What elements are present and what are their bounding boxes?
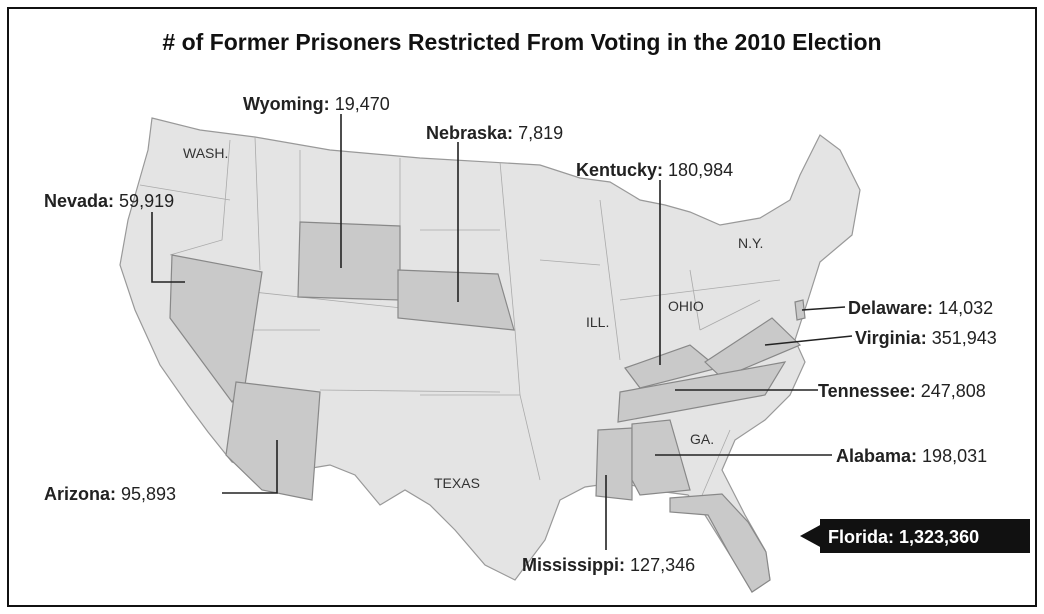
callout-name: Nevada: <box>44 191 114 211</box>
callout-value: 14,032 <box>938 298 993 318</box>
callout: Mississippi: 127,346 <box>522 555 695 575</box>
callout: Nevada: 59,919 <box>44 191 174 211</box>
callout-value: 19,470 <box>335 94 390 114</box>
callout-value: 1,323,360 <box>899 527 979 547</box>
leader <box>222 440 278 494</box>
callout: Florida: 1,323,360 <box>828 527 979 547</box>
callout-name: Arizona: <box>44 484 116 504</box>
callout-name: Nebraska: <box>426 123 513 143</box>
florida <box>669 493 771 593</box>
callout: Wyoming: 19,470 <box>243 94 390 114</box>
callout-value: 247,808 <box>921 381 986 401</box>
tennessee <box>617 361 787 423</box>
callout: Alabama: 198,031 <box>836 446 987 466</box>
callout: Arizona: 95,893 <box>44 484 176 504</box>
callout-name: Delaware: <box>848 298 933 318</box>
wyoming <box>297 221 401 301</box>
callout-name: Virginia: <box>855 328 927 348</box>
leader <box>764 335 853 346</box>
state-labels: WASH. N.Y. OHIO ILL. TEXAS GA. <box>183 145 763 491</box>
state-label: ILL. <box>586 314 609 330</box>
callout: Delaware: 14,032 <box>848 298 993 318</box>
callout-value: 59,919 <box>119 191 174 211</box>
callout-name: Mississippi: <box>522 555 625 575</box>
arizona <box>225 381 321 501</box>
leader-lines <box>151 114 853 550</box>
us-map <box>119 117 861 593</box>
delaware <box>794 299 806 321</box>
florida-pointer <box>800 524 822 548</box>
callout-value: 7,819 <box>518 123 563 143</box>
callout: Virginia: 351,943 <box>855 328 997 348</box>
leader <box>151 212 185 283</box>
nebraska <box>397 269 515 331</box>
leader <box>801 306 846 311</box>
callout-name: Tennessee: <box>818 381 916 401</box>
callout-name: Florida: <box>828 527 894 547</box>
callout-value: 198,031 <box>922 446 987 466</box>
callout: Kentucky: 180,984 <box>576 160 733 180</box>
virginia <box>704 317 802 379</box>
callout-value: 351,943 <box>932 328 997 348</box>
mississippi <box>595 427 633 501</box>
state-label: N.Y. <box>738 235 763 251</box>
callout: Nebraska: 7,819 <box>426 123 563 143</box>
callout-value: 127,346 <box>630 555 695 575</box>
callout-name: Alabama: <box>836 446 917 466</box>
callout: Tennessee: 247,808 <box>818 381 986 401</box>
callout-name: Wyoming: <box>243 94 330 114</box>
callout-value: 95,893 <box>121 484 176 504</box>
callout-value: 180,984 <box>668 160 733 180</box>
title: # of Former Prisoners Restricted From Vo… <box>162 29 881 55</box>
florida-box <box>820 519 1030 553</box>
state-label: OHIO <box>668 298 704 314</box>
alabama <box>631 419 691 496</box>
state-label: WASH. <box>183 145 228 161</box>
callouts: Wyoming: 19,470 Nebraska: 7,819 Kentucky… <box>44 94 997 575</box>
state-label: TEXAS <box>434 475 480 491</box>
callout-name: Kentucky: <box>576 160 663 180</box>
state-label: GA. <box>690 431 714 447</box>
